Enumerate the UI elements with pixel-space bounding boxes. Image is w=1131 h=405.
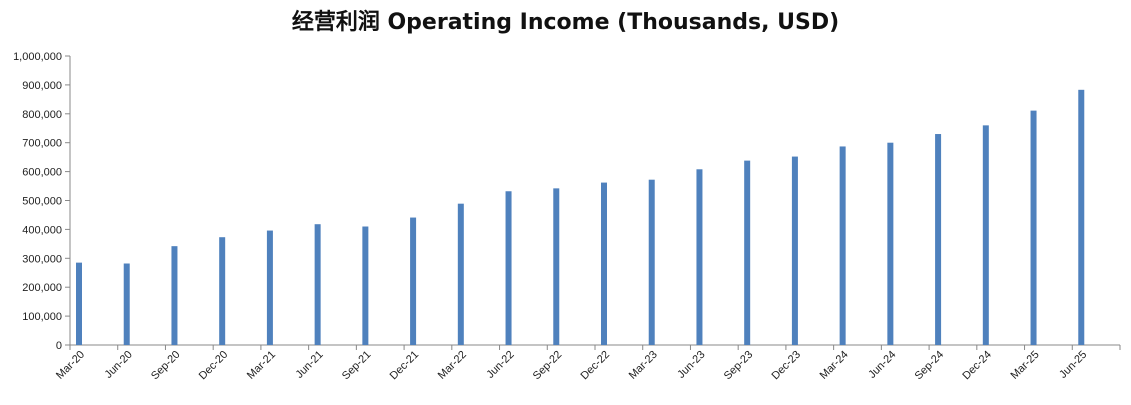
x-tick-label: Dec-23 <box>769 349 803 383</box>
x-tick-label: Dec-22 <box>579 349 613 383</box>
x-tick-label: Sep-23 <box>722 349 756 383</box>
x-tick-label: Mar-21 <box>245 349 278 382</box>
bar <box>505 191 512 345</box>
bar <box>553 188 560 345</box>
x-tick-label: Jun-25 <box>1057 349 1089 381</box>
x-tick-label: Dec-20 <box>197 349 231 383</box>
x-tick-label: Sep-24 <box>913 349 947 383</box>
bar <box>1078 89 1085 345</box>
x-tick-label: Dec-21 <box>388 349 422 383</box>
y-tick-label: 1,000,000 <box>13 51 62 63</box>
bar <box>791 156 798 345</box>
x-tick-label: Mar-22 <box>436 349 469 382</box>
bar <box>935 134 942 345</box>
x-tick-label: Mar-24 <box>818 349 851 382</box>
bar <box>601 182 607 345</box>
x-tick-label: Jun-22 <box>484 349 516 381</box>
bar <box>648 179 655 345</box>
x-tick-label: Sep-21 <box>340 349 374 383</box>
bar <box>696 169 703 345</box>
x-tick-label: Sep-20 <box>149 349 183 383</box>
bar <box>744 160 751 345</box>
bar <box>219 237 226 345</box>
bar <box>362 226 369 345</box>
bar <box>457 203 464 345</box>
bar <box>410 217 417 345</box>
x-tick-label: Jun-21 <box>293 349 325 381</box>
x-tick-label: Mar-23 <box>627 349 660 382</box>
bar <box>171 246 178 345</box>
y-tick-label: 400,000 <box>22 224 62 236</box>
y-tick-label: 700,000 <box>22 138 62 150</box>
bar <box>266 230 273 345</box>
x-tick-label: Jun-20 <box>103 349 135 381</box>
y-tick-label: 200,000 <box>22 282 62 294</box>
y-tick-label: 900,000 <box>22 80 62 92</box>
x-tick-label: Jun-24 <box>866 349 898 381</box>
chart-title: 经营利润 Operating Income (Thousands, USD) <box>291 10 840 35</box>
bar <box>76 262 82 345</box>
bar <box>1030 110 1037 345</box>
bar <box>982 125 989 345</box>
x-tick-label: Mar-20 <box>54 349 87 382</box>
bar <box>123 263 130 345</box>
x-tick-label: Mar-25 <box>1009 349 1042 382</box>
x-tick-label: Jun-23 <box>675 349 707 381</box>
y-tick-label: 600,000 <box>22 167 62 179</box>
x-tick-label: Dec-24 <box>960 349 994 383</box>
y-tick-label: 100,000 <box>22 311 62 323</box>
bar <box>839 146 846 345</box>
y-tick-label: 0 <box>56 340 62 352</box>
bar <box>314 224 321 345</box>
bar <box>887 142 894 345</box>
x-tick-label: Sep-22 <box>531 349 565 383</box>
y-tick-label: 500,000 <box>22 196 62 208</box>
y-tick-label: 300,000 <box>22 253 62 265</box>
y-tick-label: 800,000 <box>22 109 62 121</box>
